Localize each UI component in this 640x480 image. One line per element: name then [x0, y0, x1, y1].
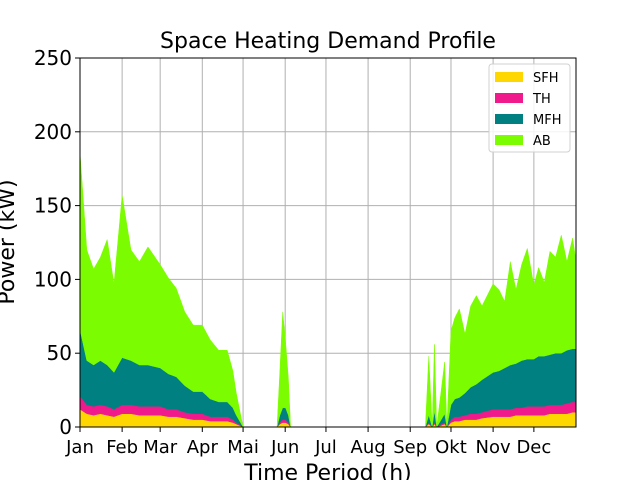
y-tick-label: 0 [59, 415, 72, 439]
legend: SFH TH MFH AB [488, 63, 571, 153]
x-tick-label: Jan [65, 437, 94, 458]
x-tick-label: Jul [314, 437, 337, 458]
y-tick-label: 100 [34, 267, 72, 291]
y-tick-label: 50 [47, 341, 72, 365]
x-tick-label: Feb [106, 437, 138, 458]
y-tick-label: 250 [34, 46, 72, 70]
x-axis-label: Time Period (h) [243, 461, 412, 480]
legend-swatch [495, 114, 523, 124]
y-tick-label: 200 [34, 120, 72, 144]
x-tick-label: Aug [351, 437, 386, 458]
plot-frame [79, 57, 577, 428]
legend-label: SFH [533, 71, 559, 86]
x-tick-label: Apr [187, 437, 219, 458]
legend-label: MFH [533, 113, 561, 128]
x-tick-label: Mar [143, 437, 178, 458]
x-tick-label: Okt [435, 437, 467, 458]
legend-swatch [495, 72, 523, 82]
chart-title: Space Heating Demand Profile [160, 29, 496, 54]
x-axis: Jan Feb Mar Apr Mai Jun Jul Aug Sep Okt Nov Dec [65, 427, 551, 458]
x-tick-label: Sep [393, 437, 427, 458]
legend-label: TH [532, 92, 551, 107]
x-tick-label: Mai [227, 437, 259, 458]
y-tick-label: 150 [34, 194, 72, 218]
legend-swatch [495, 135, 523, 145]
x-tick-label: Jun [270, 437, 299, 458]
area-sfh [80, 408, 576, 427]
y-axis: 0 50 100 150 200 250 [34, 46, 80, 439]
x-tick-label: Dec [516, 437, 551, 458]
legend-swatch [495, 93, 523, 103]
legend-label: AB [533, 134, 551, 149]
x-tick-label: Nov [476, 437, 511, 458]
legend-box [488, 63, 571, 153]
y-axis-label: Power (kW) [0, 179, 20, 304]
